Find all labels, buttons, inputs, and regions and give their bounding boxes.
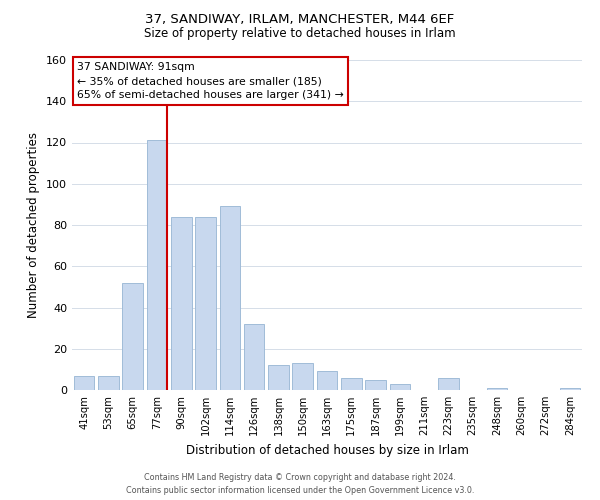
Y-axis label: Number of detached properties: Number of detached properties (28, 132, 40, 318)
Bar (341, 378, 362, 390)
Bar (292, 363, 313, 390)
Bar (560, 388, 580, 390)
Bar (317, 372, 337, 390)
Bar (122, 283, 143, 390)
Bar (98, 376, 119, 390)
Bar (268, 365, 289, 390)
Bar (244, 324, 265, 390)
Bar (365, 380, 386, 390)
Bar (171, 217, 191, 390)
Bar (389, 384, 410, 390)
X-axis label: Distribution of detached houses by size in Irlam: Distribution of detached houses by size … (185, 444, 469, 456)
Text: Contains HM Land Registry data © Crown copyright and database right 2024.
Contai: Contains HM Land Registry data © Crown c… (126, 474, 474, 495)
Bar (438, 378, 459, 390)
Bar (195, 217, 216, 390)
Text: 37, SANDIWAY, IRLAM, MANCHESTER, M44 6EF: 37, SANDIWAY, IRLAM, MANCHESTER, M44 6EF (145, 12, 455, 26)
Bar (220, 206, 240, 390)
Text: Size of property relative to detached houses in Irlam: Size of property relative to detached ho… (144, 28, 456, 40)
Bar (74, 376, 94, 390)
Bar (487, 388, 508, 390)
Bar (146, 140, 167, 390)
Text: 37 SANDIWAY: 91sqm
← 35% of detached houses are smaller (185)
65% of semi-detach: 37 SANDIWAY: 91sqm ← 35% of detached hou… (77, 62, 344, 100)
